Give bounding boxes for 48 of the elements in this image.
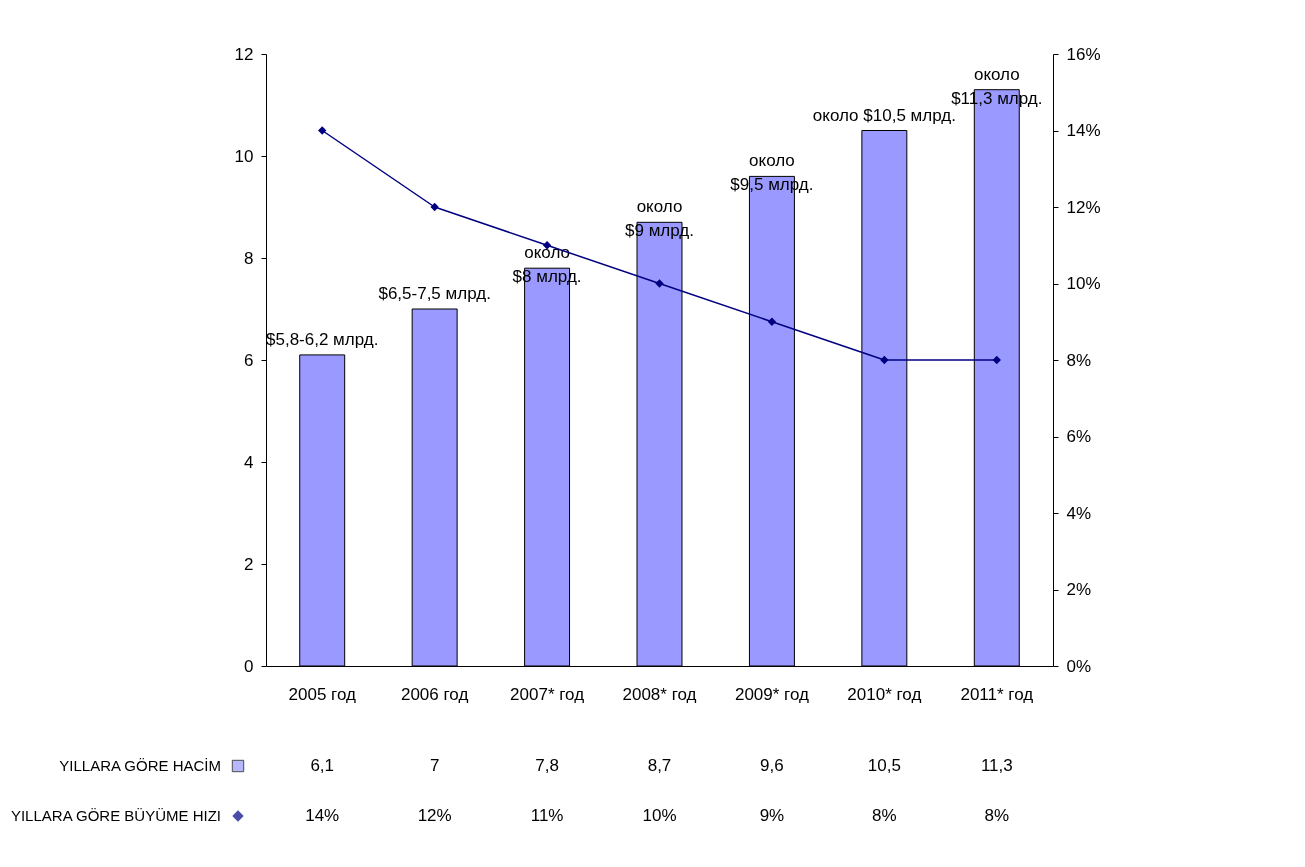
annotation: $6,5-7,5 млрд. xyxy=(378,284,491,303)
data-label: 8% xyxy=(872,806,897,825)
legend-label: YILLARA GÖRE BÜYÜME HIZI xyxy=(10,807,221,824)
x-tick-label: 2011* год xyxy=(960,684,1034,704)
data-label: 12% xyxy=(417,806,452,825)
y2-tick-label: 14% xyxy=(1066,121,1101,140)
data-label: 6,1 xyxy=(310,756,335,775)
data-label: 7 xyxy=(429,756,440,775)
data-label: 7,8 xyxy=(535,756,559,775)
y2-tick-label: 12% xyxy=(1066,197,1101,217)
data-label: 8% xyxy=(984,806,1010,825)
point xyxy=(655,279,664,288)
y-tick-label: 2 xyxy=(244,554,254,574)
y-tick-label: 4 xyxy=(244,452,254,472)
data-label: 8,7 xyxy=(647,756,672,775)
legend-label: YILLARA GÖRE HACİM xyxy=(59,757,221,774)
point xyxy=(767,317,777,326)
y-tick-label: 12 xyxy=(234,44,254,64)
data-label: 10% xyxy=(642,806,677,825)
point xyxy=(430,202,439,212)
data-label: 9% xyxy=(759,806,785,825)
y-tick-label: 8 xyxy=(244,248,254,268)
y-tick-label: 6 xyxy=(244,350,254,370)
y2-tick-label: 8% xyxy=(1066,350,1092,370)
y2-tick-label: 2% xyxy=(1066,580,1092,599)
x-tick-label: 2005 год xyxy=(288,684,356,704)
data-label: 10,5 xyxy=(867,756,901,775)
annotation: около $10,5 млрд. xyxy=(812,105,956,125)
data-label: 14% xyxy=(305,806,340,825)
x-tick-label: 2006 год xyxy=(400,684,469,704)
point xyxy=(880,355,889,365)
point xyxy=(318,126,327,135)
y2-tick-label: 4% xyxy=(1066,503,1092,523)
x-tick-label: 2010* год xyxy=(847,684,922,704)
y2-tick-label: 16% xyxy=(1066,44,1101,64)
x-tick-label: 2007* год xyxy=(510,684,585,704)
data-label: 11% xyxy=(530,806,564,825)
x-tick-label: 2008* год xyxy=(622,684,697,704)
y2-tick-label: 6% xyxy=(1066,427,1092,446)
y2-tick-label: 0% xyxy=(1066,656,1092,676)
point xyxy=(992,355,1001,365)
y-tick-label: 10 xyxy=(234,146,254,166)
y2-tick-label: 10% xyxy=(1066,274,1101,293)
y-tick-label: 0 xyxy=(244,656,254,676)
data-label: 9,6 xyxy=(760,756,784,775)
annotation: $5,8-6,2 млрд. xyxy=(266,329,379,349)
x-tick-label: 2009* год xyxy=(734,684,809,704)
data-label: 11,3 xyxy=(980,756,1013,775)
